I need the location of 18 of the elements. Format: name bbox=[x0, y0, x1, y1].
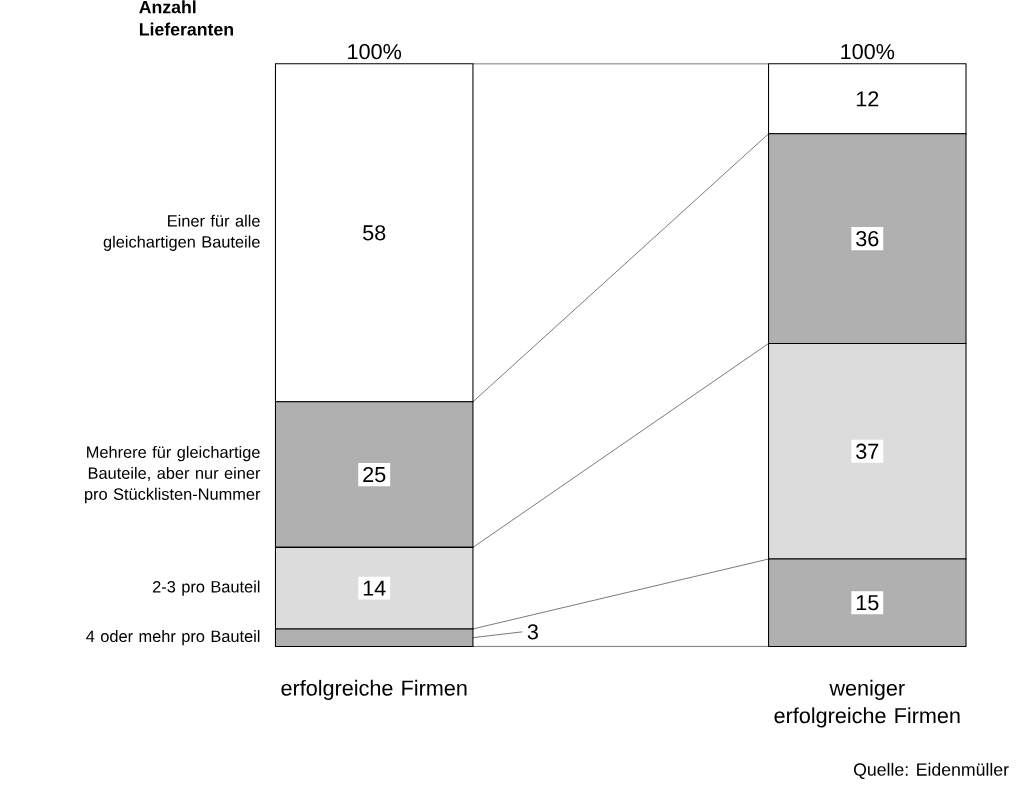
series-label: 2-3 pro Bauteil bbox=[153, 580, 260, 596]
data-label: 37 bbox=[856, 443, 879, 459]
total-label: 100% bbox=[841, 43, 895, 60]
data-label: 36 bbox=[856, 231, 879, 247]
data-label: 3 bbox=[527, 624, 538, 640]
data-label: 58 bbox=[363, 225, 386, 241]
data-label: 25 bbox=[363, 466, 386, 483]
source-note: Quelle: Eidenmüller bbox=[853, 762, 1009, 780]
total-label: 100% bbox=[348, 43, 402, 60]
data-label: 14 bbox=[363, 580, 386, 596]
data-label: 15 bbox=[856, 595, 879, 611]
data-label: 12 bbox=[856, 91, 879, 107]
y-axis-title: Anzahl Lieferanten bbox=[139, 0, 233, 36]
series-label: Mehrere für gleichartige Bauteile, aber nur einer pro Stücklisten-Nummer bbox=[85, 446, 261, 504]
x-tick-label: erfolgreiche Firmen bbox=[281, 679, 467, 701]
series-label: 4 oder mehr pro Bauteil bbox=[86, 630, 260, 646]
series-label: Einer für alle gleichartigen Bauteile bbox=[103, 214, 260, 251]
x-tick-label: weniger erfolgreiche Firmen bbox=[774, 679, 960, 728]
